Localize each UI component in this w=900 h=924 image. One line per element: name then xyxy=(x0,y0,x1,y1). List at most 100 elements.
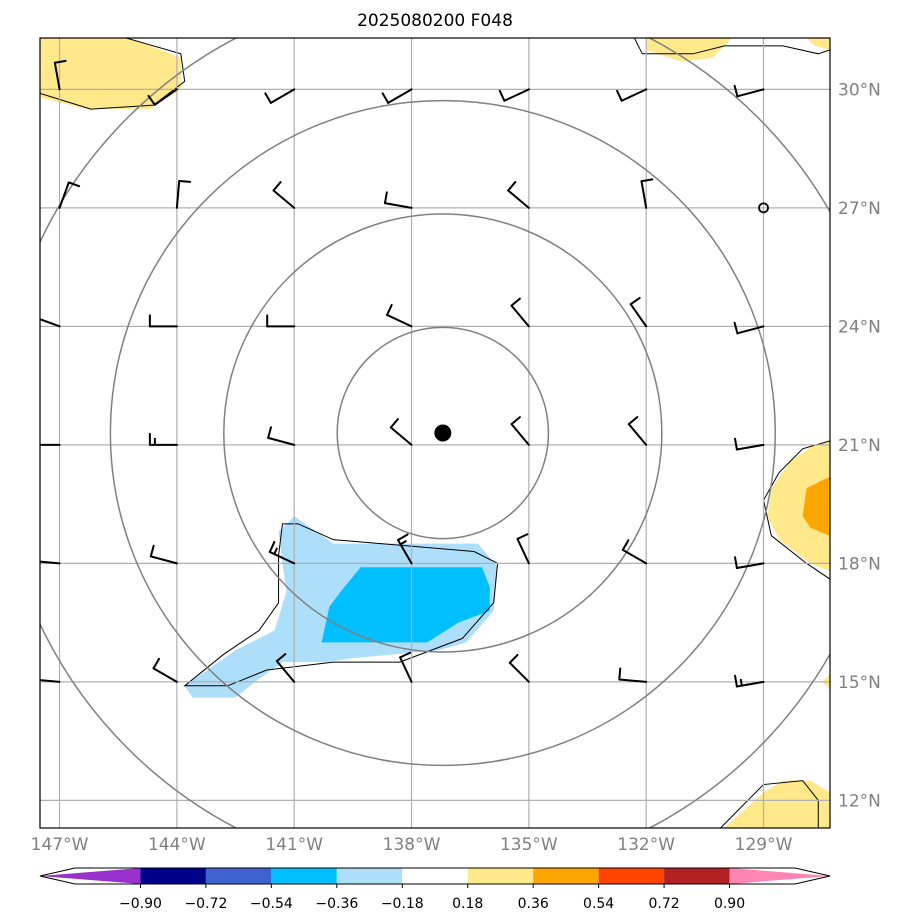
calm-wind-circle xyxy=(758,202,769,214)
colorbar-segment xyxy=(40,868,141,884)
barb-flag xyxy=(33,669,34,680)
barb-flag xyxy=(734,556,738,570)
colorbar-segment xyxy=(140,868,206,884)
barb-shaft xyxy=(40,679,61,683)
barb-shaft xyxy=(510,304,530,328)
lon-tick-label: 147°W xyxy=(31,835,89,855)
lon-tick-label: 132°W xyxy=(617,835,675,855)
barb-shaft xyxy=(175,179,181,209)
lon-tick-label: 138°W xyxy=(383,835,441,855)
barb-shaft xyxy=(640,180,648,209)
barb-flag xyxy=(268,540,276,553)
shaded-region-4 xyxy=(802,476,830,536)
shaded-region-3 xyxy=(767,440,830,572)
barb-shaft xyxy=(736,325,765,335)
barb-shaft xyxy=(383,202,413,209)
barb-flag xyxy=(53,59,67,64)
barb-shaft xyxy=(153,88,178,106)
lat-tick-label: 24°N xyxy=(838,317,881,337)
barb-flag xyxy=(386,303,393,316)
barb-shaft xyxy=(735,562,765,570)
colorbar-tick-label: 0.54 xyxy=(583,896,614,912)
wind-barb xyxy=(627,416,648,446)
colorbar-segment xyxy=(336,868,403,884)
colorbar-segment xyxy=(664,868,730,884)
range-ring xyxy=(223,213,663,653)
shaded-field-layer xyxy=(40,38,830,828)
lon-tick-label: 129°W xyxy=(735,835,793,855)
barb-flag xyxy=(616,89,623,102)
barb-flag xyxy=(733,321,739,335)
wind-barb xyxy=(175,179,192,209)
wind-barb xyxy=(152,657,178,683)
colorbar-tick-label: 0.72 xyxy=(649,896,680,912)
wind-barb xyxy=(397,533,413,565)
barb-flag xyxy=(397,533,409,541)
wind-barb xyxy=(272,181,296,209)
barb-shaft xyxy=(627,423,648,446)
wind-barb xyxy=(508,653,530,683)
barb-shaft xyxy=(40,560,61,565)
wind-barb xyxy=(386,303,413,328)
shaded-region-8 xyxy=(321,567,490,643)
lat-tick-label: 18°N xyxy=(838,554,881,574)
barb-shaft xyxy=(53,61,61,91)
barb-shaft xyxy=(399,656,413,683)
wind-barb xyxy=(516,533,530,565)
wind-barb xyxy=(399,651,413,683)
barb-flag xyxy=(640,178,654,183)
wind-barb xyxy=(734,437,765,451)
barb-shaft xyxy=(503,88,530,102)
barb-half-flag xyxy=(739,678,743,687)
barb-half-flag xyxy=(399,540,407,546)
barb-flag xyxy=(498,89,506,102)
barb-shaft xyxy=(736,88,765,98)
barb-shaft xyxy=(269,88,296,104)
wind-barb xyxy=(616,88,648,102)
map-frame xyxy=(39,37,831,829)
barb-flag xyxy=(147,94,156,106)
barb-shaft xyxy=(621,548,648,565)
wind-barb xyxy=(33,669,61,683)
lat-tick-label: 12°N xyxy=(838,791,881,811)
colorbar-tick-label: −0.36 xyxy=(315,896,358,912)
colorbar-segment xyxy=(533,868,599,884)
storm-center-layer xyxy=(434,424,452,442)
barb-flag xyxy=(178,179,192,183)
wind-barb xyxy=(147,88,178,106)
wind-barb xyxy=(275,653,296,683)
map-title: 2025080200 F048 xyxy=(357,11,513,31)
barb-flag xyxy=(629,296,641,306)
wind-barb xyxy=(58,181,81,209)
barb-flag xyxy=(618,667,622,681)
barb-shaft xyxy=(267,436,296,446)
lon-tick-label: 135°W xyxy=(500,835,558,855)
coastline-3 xyxy=(183,523,499,687)
lat-tick-label: 21°N xyxy=(838,436,881,456)
wind-barb xyxy=(40,560,61,565)
wind-barb xyxy=(40,443,61,446)
barb-flag xyxy=(389,418,399,429)
lat-tick-label: 15°N xyxy=(838,673,881,693)
range-ring xyxy=(109,99,776,767)
barb-flag xyxy=(264,92,272,104)
barb-flag xyxy=(733,84,739,98)
barb-shaft xyxy=(618,678,648,683)
colorbar-segment xyxy=(271,868,337,884)
barb-shaft xyxy=(149,555,178,565)
barb-flag xyxy=(510,416,521,426)
barb-shaft xyxy=(510,423,530,446)
range-ring-layer xyxy=(40,38,830,828)
wind-barb xyxy=(264,88,296,104)
barb-flag xyxy=(34,307,38,317)
barb-flag xyxy=(149,544,155,558)
barb-flag xyxy=(383,191,388,205)
wind-barb xyxy=(510,297,530,328)
colorbar-tick-label: −0.72 xyxy=(184,896,227,912)
barb-shaft xyxy=(152,667,178,683)
colorbar-tick-label: 0.18 xyxy=(452,896,483,912)
wind-barb xyxy=(507,181,530,209)
barb-flag xyxy=(516,533,529,540)
barb-flag xyxy=(67,181,81,188)
